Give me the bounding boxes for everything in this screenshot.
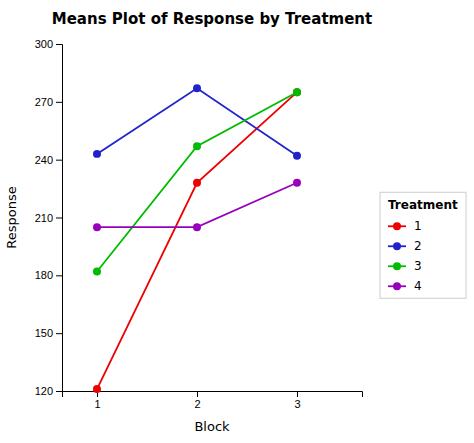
series [93,84,301,159]
tick-mark [56,275,62,276]
legend-marker [393,242,401,250]
tick-label: 270 [35,96,53,108]
line [97,88,297,155]
legend-entry: 1 [388,219,422,233]
marker [193,179,201,187]
tick-mark [56,218,62,219]
tick-label: 120 [35,385,53,397]
tick: 3 [294,391,300,410]
marker [93,150,101,158]
tick-mark [56,44,62,45]
tick-mark [56,160,62,161]
tick-label: 210 [35,212,53,224]
marker [193,223,201,231]
y-axis-title: Response [4,186,19,248]
title: Means Plot of Response by Treatment [52,10,372,28]
tick-label: 180 [35,269,53,281]
legend-label: 1 [414,219,422,233]
tick-mark [56,333,62,334]
marks [93,84,301,393]
tick-mark [56,391,62,392]
series [93,88,301,275]
legend-marker [393,222,401,230]
marker [293,88,301,96]
marker [93,385,101,393]
line [97,183,297,227]
legend-entry: 4 [388,279,422,293]
axis-line [63,392,363,398]
marker [293,179,301,187]
tick-label: 3 [294,398,300,410]
tick-label: 240 [35,154,53,166]
tick: 1 [94,391,100,410]
x-axis-title: Block [194,419,230,434]
tick-mark [297,391,298,397]
legend-label: 2 [414,239,422,253]
marker [193,142,201,150]
legend: Treatment 1 2 3 4 [380,192,466,298]
tick: 300 [35,38,62,50]
tick-label: 1 [94,398,100,410]
tick: 150 [35,327,62,339]
tick-mark [56,102,62,103]
marker [293,152,301,160]
legend-entry: 3 [388,259,422,273]
legend-marker [393,282,401,290]
legend-entry: 2 [388,239,422,253]
tick-label: 150 [35,327,53,339]
tick-label: 2 [194,398,200,410]
tick: 270 [35,96,62,108]
marker [293,88,301,96]
tick-mark [197,391,198,397]
marker [93,267,101,275]
legend-label: 3 [414,259,422,273]
legend-title: Treatment [388,198,458,212]
line [97,92,297,389]
tick: 210 [35,212,62,224]
legend-label: 4 [414,279,422,293]
tick: 180 [35,269,62,281]
plot: 1 2 3 120 150 180 210 240 270 300 [35,38,363,410]
tick: 2 [194,391,200,410]
axis-line [56,45,63,392]
series [93,88,301,393]
tick: 120 [35,385,62,397]
y-axis: 120 150 180 210 240 270 300 [35,38,63,397]
series [93,179,301,231]
chart: 1 2 3 120 150 180 210 240 270 300 Means Plot of Re… [0,0,474,443]
legend-marker [393,262,401,270]
legend-frame [380,192,466,298]
line [97,92,297,271]
tick: 240 [35,154,62,166]
tick-label: 300 [35,38,53,50]
marker [193,84,201,92]
x-axis: 1 2 3 [63,391,363,410]
marker [93,223,101,231]
